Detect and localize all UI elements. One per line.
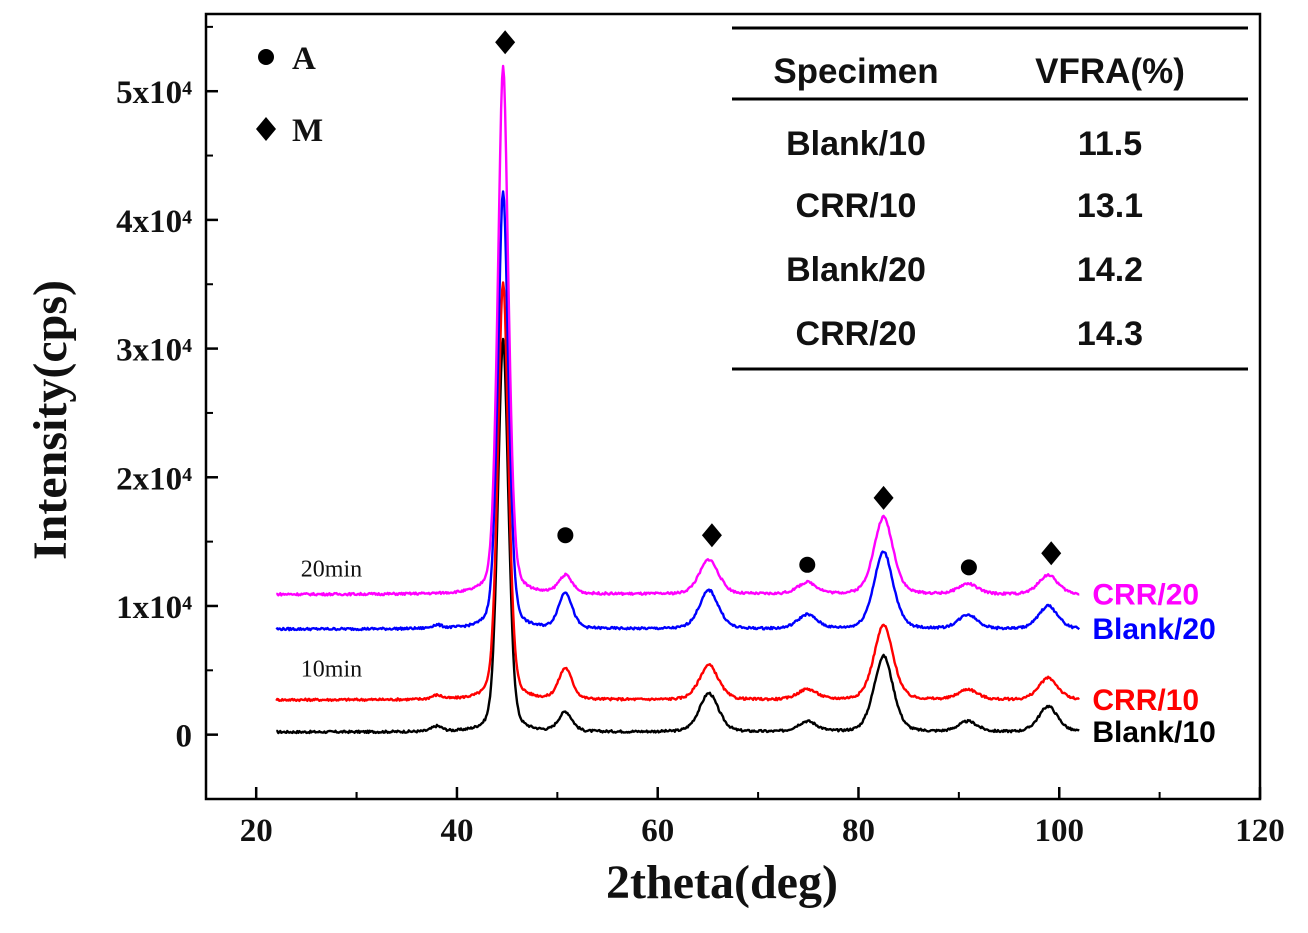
legend-label-m: M (292, 113, 323, 149)
peak-marker-diamond-icon (495, 30, 516, 55)
series-line-crr-20 (276, 64, 1080, 597)
y-tick-label: 5x10⁴ (116, 75, 192, 111)
series-label: Blank/10 (1092, 716, 1215, 749)
x-tick-label: 60 (641, 813, 674, 849)
table-cell-specimen: Blank/10 (786, 125, 926, 163)
series-label: CRR/10 (1092, 684, 1199, 717)
series-label: Blank/20 (1092, 613, 1215, 646)
table-cell-vfra: 14.2 (1077, 251, 1143, 289)
series-label: CRR/20 (1092, 578, 1199, 611)
table-cell-specimen: CRR/10 (796, 187, 917, 225)
x-tick-label: 40 (440, 813, 473, 849)
table-header-specimen: Specimen (773, 52, 938, 91)
x-tick-label: 80 (842, 813, 875, 849)
axis-ticks: 20 40 60 80 100 120 0 1x10⁴ 2x10⁴ 3x10⁴ 4x10⁴ 5x10⁴ (116, 25, 1285, 849)
series-lines (275, 64, 1081, 735)
peak-marker-diamond-icon (701, 523, 722, 548)
peak-marker-diamond-icon (873, 485, 894, 510)
peak-markers (495, 30, 1062, 576)
legend-diamond-icon (256, 117, 276, 141)
x-tick-label: 20 (240, 813, 273, 849)
table-header-vfra: VFRA(%) (1035, 52, 1185, 91)
plot-frame (204, 12, 1262, 801)
table-cell-vfra: 11.5 (1078, 125, 1142, 163)
y-tick-label: 4x10⁴ (116, 204, 192, 240)
legend-label-a: A (292, 41, 316, 77)
x-axis-title: 2theta(deg) (606, 856, 838, 909)
y-axis-title: Intensity(cps) (24, 280, 77, 560)
series-line-blank-20 (275, 190, 1081, 632)
peak-marker-circle-icon (557, 527, 574, 544)
y-tick-label: 3x10⁴ (116, 333, 192, 369)
x-tick-label: 100 (1034, 813, 1084, 849)
table-cell-specimen: CRR/20 (796, 315, 917, 353)
y-tick-label: 0 (176, 719, 193, 755)
table-cell-vfra: 13.1 (1077, 187, 1143, 225)
peak-marker-circle-icon (960, 559, 977, 576)
series-line-crr-10 (275, 281, 1080, 703)
inset-table: Specimen VFRA(%) Blank/10 11.5 CRR/10 13… (732, 26, 1248, 371)
x-tick-label: 120 (1235, 813, 1285, 849)
group-label: 10min (301, 657, 362, 683)
peak-marker-diamond-icon (1041, 541, 1062, 566)
group-label: 20min (301, 556, 362, 582)
table-cell-vfra: 14.3 (1077, 315, 1143, 353)
series-line-blank-10 (276, 337, 1080, 735)
y-tick-label: 2x10⁴ (116, 461, 192, 497)
table-cell-specimen: Blank/20 (786, 251, 926, 289)
peak-marker-circle-icon (799, 556, 816, 573)
legend: A M (256, 41, 323, 149)
legend-circle-icon (258, 49, 274, 65)
y-tick-label: 1x10⁴ (116, 590, 192, 626)
